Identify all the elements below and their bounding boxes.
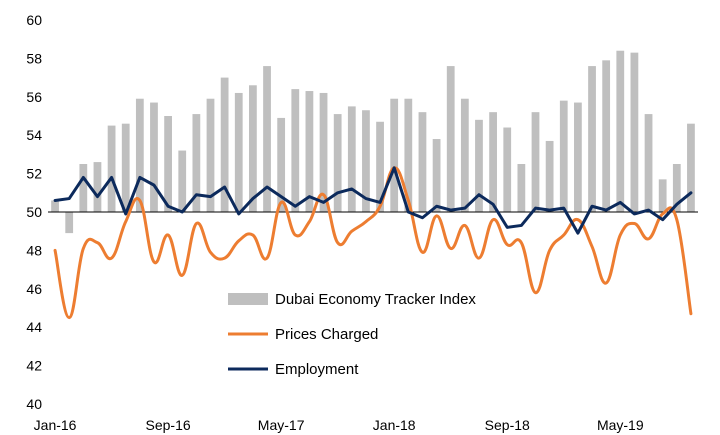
y-tick-label: 56: [26, 89, 42, 105]
bar: [658, 179, 667, 212]
y-tick-label: 58: [26, 50, 42, 66]
y-tick-label: 50: [26, 204, 42, 220]
bar: [178, 150, 187, 212]
bar: [489, 112, 497, 212]
bar: [672, 164, 681, 212]
legend-swatch: [228, 293, 268, 305]
bar: [249, 85, 257, 212]
x-tick-label: May-19: [597, 417, 644, 433]
bar: [79, 164, 88, 212]
bar: [192, 114, 201, 212]
bars-layer: [51, 50, 695, 234]
bar: [446, 66, 455, 212]
bar: [418, 112, 427, 212]
lines-layer: [53, 166, 693, 320]
bar: [545, 140, 554, 212]
x-tick-label: Jan-16: [34, 417, 77, 433]
series-line: [53, 166, 693, 320]
bar: [319, 92, 328, 212]
bar: [206, 98, 215, 212]
series-line: [53, 166, 693, 235]
y-tick-label: 40: [26, 396, 42, 412]
y-tick-label: 60: [26, 12, 42, 28]
bar: [234, 92, 243, 212]
bar: [559, 100, 568, 212]
bar: [93, 162, 102, 212]
bar: [616, 50, 625, 212]
bar: [107, 125, 116, 212]
bar: [630, 52, 639, 212]
bar: [644, 114, 653, 212]
axis-layer: 40 42 44 46 48 50 52 54 56 58 60 Jan-16 Sep-16 May-17…: [26, 12, 698, 433]
bar: [263, 66, 271, 212]
y-tick-label: 48: [26, 242, 42, 258]
x-tick-label: Sep-18: [485, 417, 530, 433]
bar: [333, 114, 342, 212]
bar: [602, 60, 611, 212]
bar: [460, 98, 469, 212]
x-tick-label: Sep-16: [146, 417, 191, 433]
bar: [150, 102, 158, 212]
bar: [531, 112, 540, 212]
bar: [390, 98, 399, 212]
legend: Dubai Economy Tracker Index Prices Charge…: [228, 291, 476, 378]
y-tick-label: 44: [26, 319, 42, 335]
bar: [135, 98, 144, 212]
bar: [517, 164, 526, 212]
bar: [51, 200, 59, 212]
bar: [362, 110, 370, 212]
bar: [305, 91, 314, 212]
bar: [574, 102, 582, 212]
bar: [291, 89, 300, 212]
x-tick-label: Jan-18: [373, 417, 416, 433]
y-tick-label: 54: [26, 127, 42, 143]
bar: [121, 123, 130, 212]
bar: [503, 127, 512, 212]
bar: [687, 123, 695, 212]
bar: [376, 121, 384, 212]
bar: [65, 212, 74, 234]
legend-label: Dubai Economy Tracker Index: [275, 291, 476, 308]
bar: [588, 66, 596, 212]
legend-label: Employment: [275, 361, 359, 378]
bar: [347, 106, 356, 212]
legend-label: Prices Charged: [275, 326, 378, 343]
bar: [475, 119, 483, 212]
bar: [220, 77, 229, 212]
x-tick-label: May-17: [258, 417, 305, 433]
bar: [277, 117, 286, 212]
bar: [404, 98, 413, 212]
y-tick-label: 46: [26, 281, 42, 297]
y-tick-label: 42: [26, 358, 42, 374]
bar: [432, 139, 441, 212]
y-tick-label: 52: [26, 166, 42, 182]
bar: [164, 116, 172, 212]
